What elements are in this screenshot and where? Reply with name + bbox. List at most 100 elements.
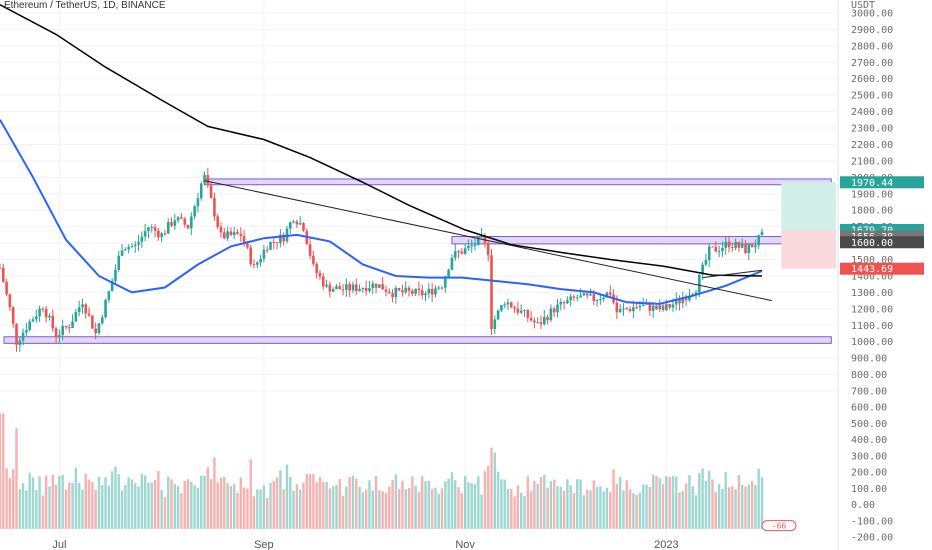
long-position-tool[interactable]: [781, 182, 836, 269]
short-ray-line[interactable]: [702, 269, 763, 279]
volume-bar: [249, 459, 252, 529]
volume-bar: [160, 490, 163, 529]
candle-body: [8, 294, 12, 308]
candlesticks: [0, 168, 764, 352]
trend-drawings[interactable]: [204, 180, 773, 302]
volume-bar: [312, 474, 315, 529]
candle-body: [54, 328, 58, 338]
volume-bar: [190, 481, 193, 529]
volume-bar: [506, 488, 510, 529]
price-axis-label: 2200.00: [851, 140, 893, 151]
candle-body: [28, 321, 31, 331]
volume-bar: [668, 477, 671, 529]
price-axis-label: 2600.00: [851, 74, 893, 85]
candle-body: [526, 310, 530, 318]
volume-bar: [741, 484, 744, 529]
candle-body: [61, 325, 64, 335]
candle-body: [34, 316, 38, 320]
price-axis-label: 1800.00: [851, 206, 893, 217]
volume-bar: [642, 484, 645, 529]
volume-bar: [688, 475, 691, 529]
candle-body: [180, 217, 183, 219]
black-moving-average: [0, 4, 763, 277]
volume-bar: [21, 483, 25, 529]
position-target-area[interactable]: [781, 182, 836, 230]
volume-tag-label: -66: [772, 522, 787, 531]
support-resistance-zone[interactable]: [451, 236, 832, 245]
candle-body: [444, 276, 447, 288]
candle-body: [163, 233, 167, 235]
candle-body: [199, 183, 203, 199]
candle-body: [632, 307, 635, 312]
price-axis-label: 900.00: [851, 354, 887, 365]
volume-bar: [186, 479, 190, 529]
volume-bar: [81, 489, 84, 529]
volume-bar: [308, 474, 312, 529]
volume-axis-label: -100.00: [851, 516, 893, 527]
volume-bar: [206, 467, 210, 529]
volume-tag: [761, 520, 797, 532]
candle-body: [110, 281, 114, 292]
date-axis[interactable]: Jul Sep Nov 2023: [52, 539, 678, 550]
volume-bar: [632, 493, 635, 529]
volume-bar: [110, 471, 114, 529]
volume-bar: [193, 485, 196, 529]
volume-bar: [203, 475, 206, 529]
volume-bar: [338, 478, 341, 529]
candle-body: [246, 243, 249, 248]
volume-bar: [31, 477, 35, 529]
volume-bar: [226, 483, 229, 529]
candle-body: [536, 322, 539, 324]
chart-title: Ethereum / TetherUS, 1D, BINANCE: [4, 0, 166, 11]
volume-bar: [457, 487, 460, 529]
volume-bar: [556, 486, 559, 529]
candle-body: [437, 287, 441, 289]
candle-body: [130, 246, 134, 248]
volume-bar: [523, 495, 526, 529]
support-resistance-zone[interactable]: [204, 178, 832, 186]
volume-bar: [536, 483, 539, 529]
candle-body: [196, 198, 200, 207]
candle-body: [239, 234, 243, 237]
volume-bar: [331, 486, 335, 529]
volume-bar: [579, 479, 582, 529]
price-axis-label: 2300.00: [851, 124, 893, 135]
volume-bar: [675, 476, 678, 529]
volume-bar: [628, 489, 632, 529]
volume-bar: [681, 490, 685, 529]
candle-body: [595, 299, 599, 302]
candle-body: [638, 305, 642, 308]
support-resistance-zone[interactable]: [3, 336, 832, 344]
candle-body: [147, 227, 150, 232]
candle-body: [5, 281, 8, 295]
candle-body: [74, 312, 78, 322]
volume-bar: [394, 474, 398, 529]
candle-body: [711, 246, 714, 248]
volume-bar: [595, 486, 599, 529]
candle-body: [470, 245, 474, 247]
descending-trendline[interactable]: [204, 180, 773, 302]
volume-bar: [196, 488, 200, 529]
candle-body: [625, 308, 629, 310]
volume-bar: [635, 495, 638, 529]
candle-body: [566, 300, 569, 304]
volume-bar: [744, 486, 747, 529]
volume-bar: [411, 476, 414, 529]
volume-bar: [176, 486, 180, 529]
price-axis-label: 2400.00: [851, 107, 893, 118]
volume-bar: [566, 479, 569, 529]
position-stop-area[interactable]: [781, 229, 836, 269]
candle-body: [262, 249, 266, 259]
volume-bar: [493, 452, 497, 529]
candle-body: [348, 284, 351, 291]
volume-bar: [747, 484, 751, 529]
volume-bars: [0, 413, 764, 529]
candle-body: [608, 292, 612, 295]
volume-bar: [609, 492, 612, 529]
volume-bar: [381, 491, 384, 529]
volume-bar: [562, 490, 566, 529]
volume-bar: [28, 472, 31, 529]
volume-bar: [694, 495, 698, 529]
volume-bar: [51, 474, 54, 529]
